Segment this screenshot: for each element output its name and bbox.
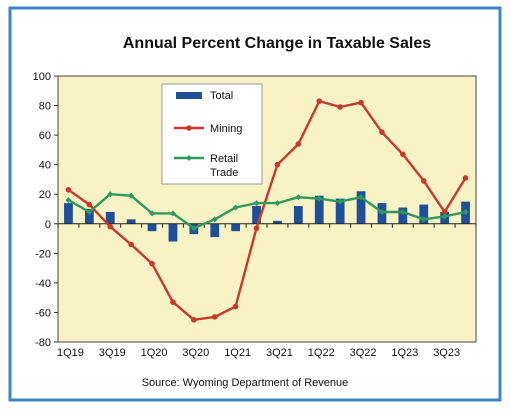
point-retail-trade: [149, 210, 156, 217]
legend-swatch-total: [176, 92, 202, 99]
point-mining: [107, 223, 114, 230]
point-mining: [211, 314, 218, 320]
bar-total: [231, 223, 241, 232]
point-retail-trade: [399, 208, 406, 215]
x-tick-label: 1Q22: [308, 347, 335, 359]
legend-label-retail: Retail: [210, 153, 238, 165]
point-retail-trade: [169, 210, 176, 217]
x-tick-label: 1Q23: [391, 347, 418, 359]
point-mining: [295, 141, 302, 147]
y-tick-label: 0: [45, 219, 51, 231]
x-tick-label: 3Q19: [99, 347, 126, 359]
y-tick-label: -80: [35, 337, 51, 349]
bar-total: [398, 207, 408, 224]
y-tick-label: 80: [39, 101, 51, 113]
series-line-mining: [67, 99, 467, 321]
point-retail-trade: [316, 195, 323, 202]
point-mining: [316, 98, 323, 104]
point-mining: [420, 178, 427, 184]
y-tick-label: -60: [35, 307, 51, 319]
point-retail-trade: [65, 197, 72, 204]
x-tick-label: 1Q20: [141, 347, 168, 359]
point-retail-trade: [107, 191, 114, 198]
x-tick-label: 1Q21: [224, 347, 251, 359]
point-retail-trade: [378, 208, 385, 215]
point-mining: [170, 299, 176, 305]
bar-total: [273, 220, 282, 224]
point-retail-trade: [128, 192, 135, 199]
legend-label-total: Total: [210, 90, 233, 102]
point-mining: [149, 260, 155, 267]
point-mining: [253, 225, 260, 232]
point-retail-trade: [253, 200, 260, 207]
point-retail-trade: [441, 213, 448, 220]
legend-box: [161, 83, 263, 185]
bar-total: [168, 223, 178, 242]
point-retail-trade: [337, 198, 344, 205]
bar-total: [64, 203, 73, 224]
point-mining: [379, 129, 385, 135]
bar-total: [419, 204, 429, 224]
x-tick-label: 3Q20: [182, 347, 209, 359]
legend-marker-mining: [186, 125, 192, 131]
y-tick-label: 60: [39, 130, 51, 142]
point-mining: [65, 186, 72, 193]
x-tick-label: 1Q19: [57, 347, 84, 359]
point-mining: [337, 104, 343, 110]
series-line-retail-trade: [67, 192, 466, 230]
plot-background: [57, 75, 477, 343]
bar-total: [105, 211, 115, 224]
x-tick-label: 3Q23: [433, 347, 460, 359]
point-retail-trade: [274, 200, 281, 207]
y-tick-label: -40: [35, 278, 51, 290]
bar-total: [293, 206, 303, 224]
source-note: Source: Wyoming Department of Revenue: [142, 377, 349, 389]
point-retail-trade: [190, 225, 197, 232]
point-retail-trade: [358, 194, 365, 201]
y-tick-label: 20: [39, 189, 51, 201]
point-mining: [86, 201, 93, 208]
y-tick-label: 100: [33, 71, 51, 83]
y-tick-label: -20: [35, 248, 51, 260]
point-mining: [400, 151, 406, 158]
point-retail-trade: [295, 194, 302, 201]
bar-total: [126, 219, 136, 224]
x-tick-label: 3Q22: [350, 347, 377, 359]
point-mining: [441, 209, 448, 215]
point-mining: [274, 161, 281, 168]
bar-total: [147, 223, 157, 232]
bar-total: [314, 195, 324, 224]
legend-marker-retail-trade: [186, 155, 192, 161]
y-tick-label: 40: [39, 160, 51, 172]
point-mining: [232, 303, 239, 310]
bar-total: [84, 209, 94, 224]
point-retail-trade: [462, 208, 469, 215]
point-retail-trade: [211, 216, 218, 223]
legend-label-mining: Mining: [210, 123, 242, 135]
point-retail-trade: [232, 204, 239, 211]
point-mining: [128, 241, 134, 248]
chart-title: Annual Percent Change in Taxable Sales: [123, 35, 431, 52]
point-mining: [358, 99, 364, 106]
point-mining: [462, 175, 469, 181]
x-tick-label: 3Q21: [266, 347, 293, 359]
bar-total: [356, 191, 366, 224]
point-retail-trade: [420, 216, 427, 223]
point-mining: [191, 317, 197, 323]
bar-total: [335, 198, 345, 224]
plot-area: -80 -60 -40 -20 0 20 40 60 80 100 1Q19 3Q19 1Q20 3Q20…: [33, 71, 477, 359]
bar-total: [252, 206, 261, 224]
point-retail-trade: [86, 208, 93, 215]
legend-label-trade: Trade: [210, 167, 238, 179]
bar-total: [210, 223, 220, 238]
